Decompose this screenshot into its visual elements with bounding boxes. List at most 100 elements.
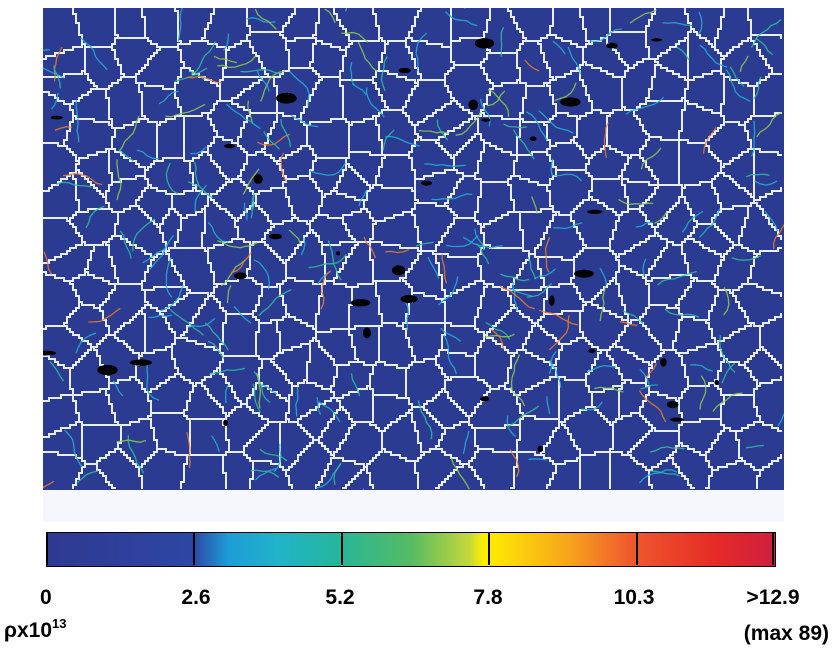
dislocation-trace xyxy=(721,362,736,384)
dislocation-trace xyxy=(43,251,53,275)
void-spot xyxy=(130,359,152,366)
dislocation-trace xyxy=(503,123,527,129)
colorbar-tick xyxy=(636,533,638,565)
dislocation-trace xyxy=(188,70,205,81)
dislocation-trace xyxy=(253,259,271,290)
dislocation-trace xyxy=(544,237,551,273)
dislocation-trace xyxy=(112,380,124,397)
dislocation-trace xyxy=(549,360,562,388)
void-spot xyxy=(480,396,490,402)
dislocation-trace xyxy=(445,235,479,248)
colorbar-tick xyxy=(488,533,490,565)
dislocation-trace xyxy=(729,66,745,87)
dislocation-trace xyxy=(380,56,388,92)
dislocation-trace xyxy=(723,287,730,316)
dislocation-trace xyxy=(382,129,395,151)
dislocation-trace xyxy=(295,386,299,417)
dislocation-trace xyxy=(603,122,609,158)
dislocation-trace xyxy=(318,401,341,423)
dislocation-trace xyxy=(712,392,743,412)
dislocation-trace xyxy=(52,65,62,89)
void-spot xyxy=(253,174,263,184)
void-spot xyxy=(269,233,282,240)
dislocation-trace xyxy=(512,281,518,312)
dislocation-trace xyxy=(187,181,214,199)
dislocation-trace xyxy=(160,285,184,312)
dislocation-trace xyxy=(474,228,485,251)
dislocation-trace xyxy=(233,305,252,324)
dislocation-trace xyxy=(676,46,690,61)
void-spot xyxy=(224,143,236,149)
dislocation-trace xyxy=(755,37,773,56)
dislocation-trace xyxy=(554,82,577,102)
dislocation-trace xyxy=(528,458,547,461)
dislocation-trace xyxy=(230,251,252,274)
dislocation-trace xyxy=(186,431,191,468)
dislocation-trace xyxy=(548,351,557,374)
dislocation-trace xyxy=(363,236,377,259)
dislocation-trace xyxy=(252,383,262,413)
dislocation-trace xyxy=(527,256,537,280)
dislocation-trace xyxy=(754,180,778,186)
dislocation-trace xyxy=(226,103,261,130)
dislocation-trace xyxy=(365,87,385,118)
dislocation-trace xyxy=(552,40,566,55)
dislocation-trace xyxy=(654,210,668,224)
dislocation-trace xyxy=(640,384,658,390)
dislocation-trace xyxy=(635,221,653,228)
dislocation-trace xyxy=(251,193,255,211)
void-spot xyxy=(400,295,418,303)
dislocation-trace xyxy=(273,443,282,473)
dislocation-trace xyxy=(524,59,540,72)
dislocation-trace xyxy=(625,96,665,115)
dislocation-trace xyxy=(288,229,302,245)
colorbar-unit-label: ρx1013 xyxy=(4,616,67,643)
dislocation-trace xyxy=(300,237,306,256)
void-spot xyxy=(714,379,719,385)
dislocation-trace xyxy=(259,448,288,462)
dislocation-trace xyxy=(240,69,282,75)
void-spot xyxy=(666,401,679,409)
dislocation-trace xyxy=(750,120,756,157)
dislocation-trace xyxy=(764,210,779,232)
dislocation-trace xyxy=(534,268,557,280)
dislocation-trace xyxy=(479,98,491,127)
dislocation-trace xyxy=(324,8,336,24)
dislocation-trace xyxy=(43,67,65,79)
dislocation-trace xyxy=(699,44,728,68)
dislocation-trace xyxy=(639,368,650,385)
dislocation-trace xyxy=(500,273,530,282)
dislocation-trace xyxy=(254,467,277,481)
dislocation-trace xyxy=(650,470,680,477)
dislocation-trace xyxy=(119,230,132,259)
dislocation-trace xyxy=(510,354,521,390)
dislocation-trace xyxy=(450,458,470,490)
dislocation-trace xyxy=(550,158,554,177)
dislocation-trace xyxy=(261,384,278,395)
dislocation-trace xyxy=(116,439,147,443)
dislocation-trace xyxy=(699,375,707,410)
void-spot xyxy=(588,348,596,354)
dislocation-trace xyxy=(462,430,470,455)
dislocation-trace xyxy=(464,8,466,10)
dislocation-trace xyxy=(640,147,662,170)
void-spot xyxy=(651,38,663,42)
dislocation-trace xyxy=(746,444,764,449)
dislocation-trace xyxy=(250,469,280,478)
dislocation-trace xyxy=(739,55,749,73)
dislocation-trace xyxy=(539,309,579,326)
colorbar-tick-label: 10.3 xyxy=(613,586,655,609)
dislocation-trace xyxy=(358,189,368,207)
dislocation-trace xyxy=(258,289,292,316)
dislocation-trace xyxy=(222,33,230,51)
dislocation-trace xyxy=(649,446,685,453)
dislocation-trace xyxy=(424,163,466,167)
dislocation-trace xyxy=(256,70,270,92)
dislocation-trace xyxy=(207,221,229,243)
dislocation-trace xyxy=(64,429,83,468)
dislocation-trace xyxy=(54,126,73,132)
dislocation-trace xyxy=(444,11,478,27)
dislocation-trace xyxy=(53,46,63,82)
dislocation-trace xyxy=(51,92,59,110)
dislocation-trace xyxy=(194,162,200,186)
